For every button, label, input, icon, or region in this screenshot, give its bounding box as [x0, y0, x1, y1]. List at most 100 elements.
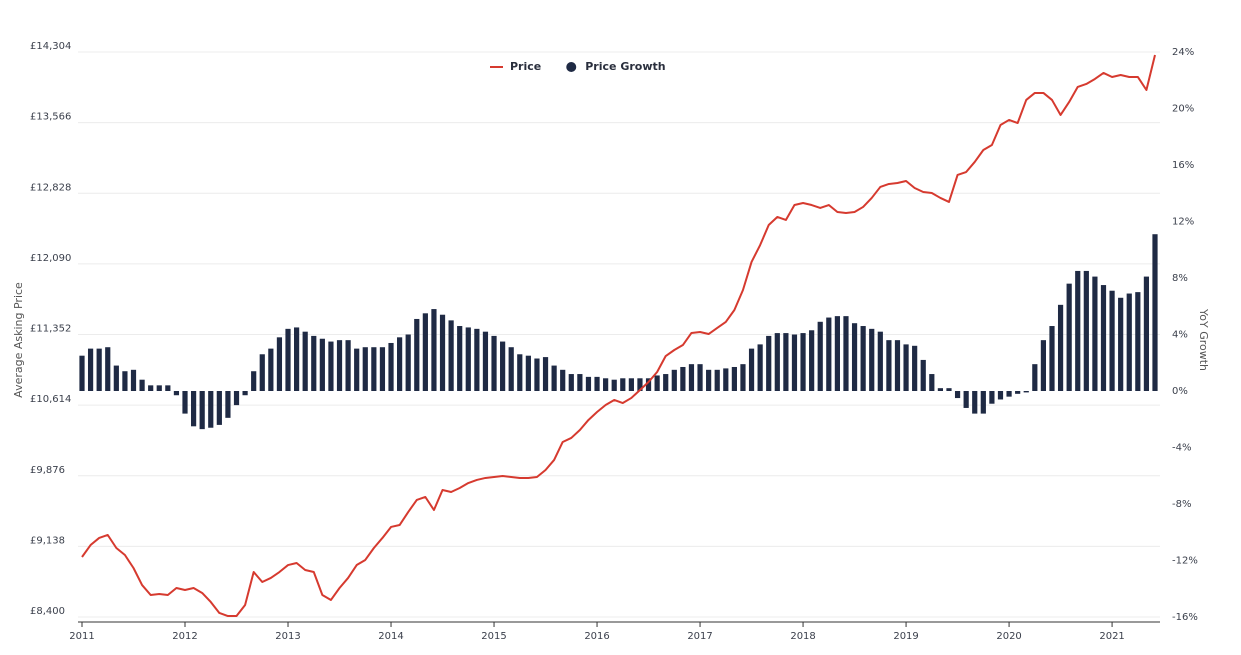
bar [182, 391, 188, 414]
bar [912, 345, 918, 391]
bar [130, 369, 137, 391]
bar [1057, 304, 1064, 391]
bar [465, 327, 471, 391]
bar [319, 338, 325, 391]
bar [414, 318, 420, 391]
bar [577, 374, 583, 391]
bar [680, 366, 686, 391]
y2-tick-label: 20% [1172, 104, 1194, 115]
bar [946, 388, 952, 391]
bar [714, 369, 720, 391]
bar [276, 337, 283, 391]
y-tick-label: £11,352 [30, 324, 71, 335]
bar [920, 359, 926, 391]
bar [482, 331, 489, 391]
bar [1143, 276, 1150, 391]
bar [903, 344, 909, 391]
bar [809, 330, 815, 391]
y2-tick-label: 8% [1172, 273, 1188, 284]
bar [422, 313, 428, 391]
bar [654, 375, 660, 391]
y2-tick-label: 0% [1172, 386, 1188, 397]
bar [585, 376, 592, 391]
x-tick-label: 2020 [996, 631, 1021, 642]
bar [997, 391, 1004, 400]
bar [1135, 292, 1141, 391]
bar [525, 355, 531, 391]
price-line [81, 54, 1156, 618]
y-tick-label: £13,566 [30, 112, 71, 123]
y-tick-label: £12,828 [30, 182, 71, 193]
x-tick-label: 2017 [687, 631, 712, 642]
bar [96, 348, 102, 391]
bar [1100, 285, 1107, 391]
bar [843, 316, 849, 391]
bar [242, 391, 248, 396]
bar [1040, 340, 1047, 391]
bar [731, 366, 737, 391]
bar [1092, 276, 1098, 391]
bar [122, 371, 128, 391]
bar [354, 348, 360, 391]
bar [886, 340, 892, 391]
bar [671, 369, 677, 391]
bar [328, 341, 334, 391]
x-tick-label: 2014 [378, 631, 403, 642]
bar [431, 309, 437, 391]
bar [688, 364, 695, 391]
bar [345, 340, 351, 391]
bar [628, 378, 634, 391]
y2-tick-label: 4% [1172, 330, 1188, 341]
y2-tick-label: -16% [1172, 612, 1198, 623]
bar [594, 376, 600, 391]
x-tick-label: 2012 [172, 631, 197, 642]
y2-tick-label: 24% [1172, 47, 1194, 58]
bar [225, 391, 231, 418]
bar [439, 314, 446, 391]
bar [1075, 270, 1081, 391]
bar [165, 385, 171, 391]
y2-tick-label: 16% [1172, 160, 1194, 171]
bar [817, 321, 823, 391]
bar [560, 369, 566, 391]
y-tick-label: £10,614 [30, 394, 71, 405]
bar [542, 357, 549, 391]
bar [740, 364, 746, 391]
bar [869, 328, 875, 391]
bar [1015, 391, 1021, 394]
bar [190, 391, 197, 427]
bar [517, 354, 523, 391]
bar [388, 342, 394, 391]
legend-label: Price [510, 60, 541, 73]
bar [268, 348, 274, 391]
bar [603, 378, 609, 391]
bar [251, 371, 257, 391]
bar [311, 335, 317, 391]
bar [783, 333, 789, 391]
bar [937, 388, 943, 391]
bar [457, 326, 463, 391]
bar [851, 323, 858, 391]
bar [113, 365, 119, 391]
bar [302, 331, 308, 391]
bar [972, 391, 978, 414]
x-tick-label: 2019 [893, 631, 918, 642]
bar [474, 328, 480, 391]
bar [980, 391, 986, 414]
bar [105, 347, 111, 391]
bar [79, 355, 85, 391]
bar [139, 379, 145, 391]
bar [500, 341, 506, 391]
bar [791, 334, 798, 391]
bar [826, 317, 832, 391]
bar [294, 327, 300, 391]
bar [1152, 234, 1158, 391]
bar [620, 378, 626, 391]
bar [877, 331, 883, 391]
bar [568, 374, 574, 391]
bar [1126, 293, 1132, 391]
y-tick-label: £12,090 [30, 253, 71, 264]
bar [87, 348, 94, 391]
